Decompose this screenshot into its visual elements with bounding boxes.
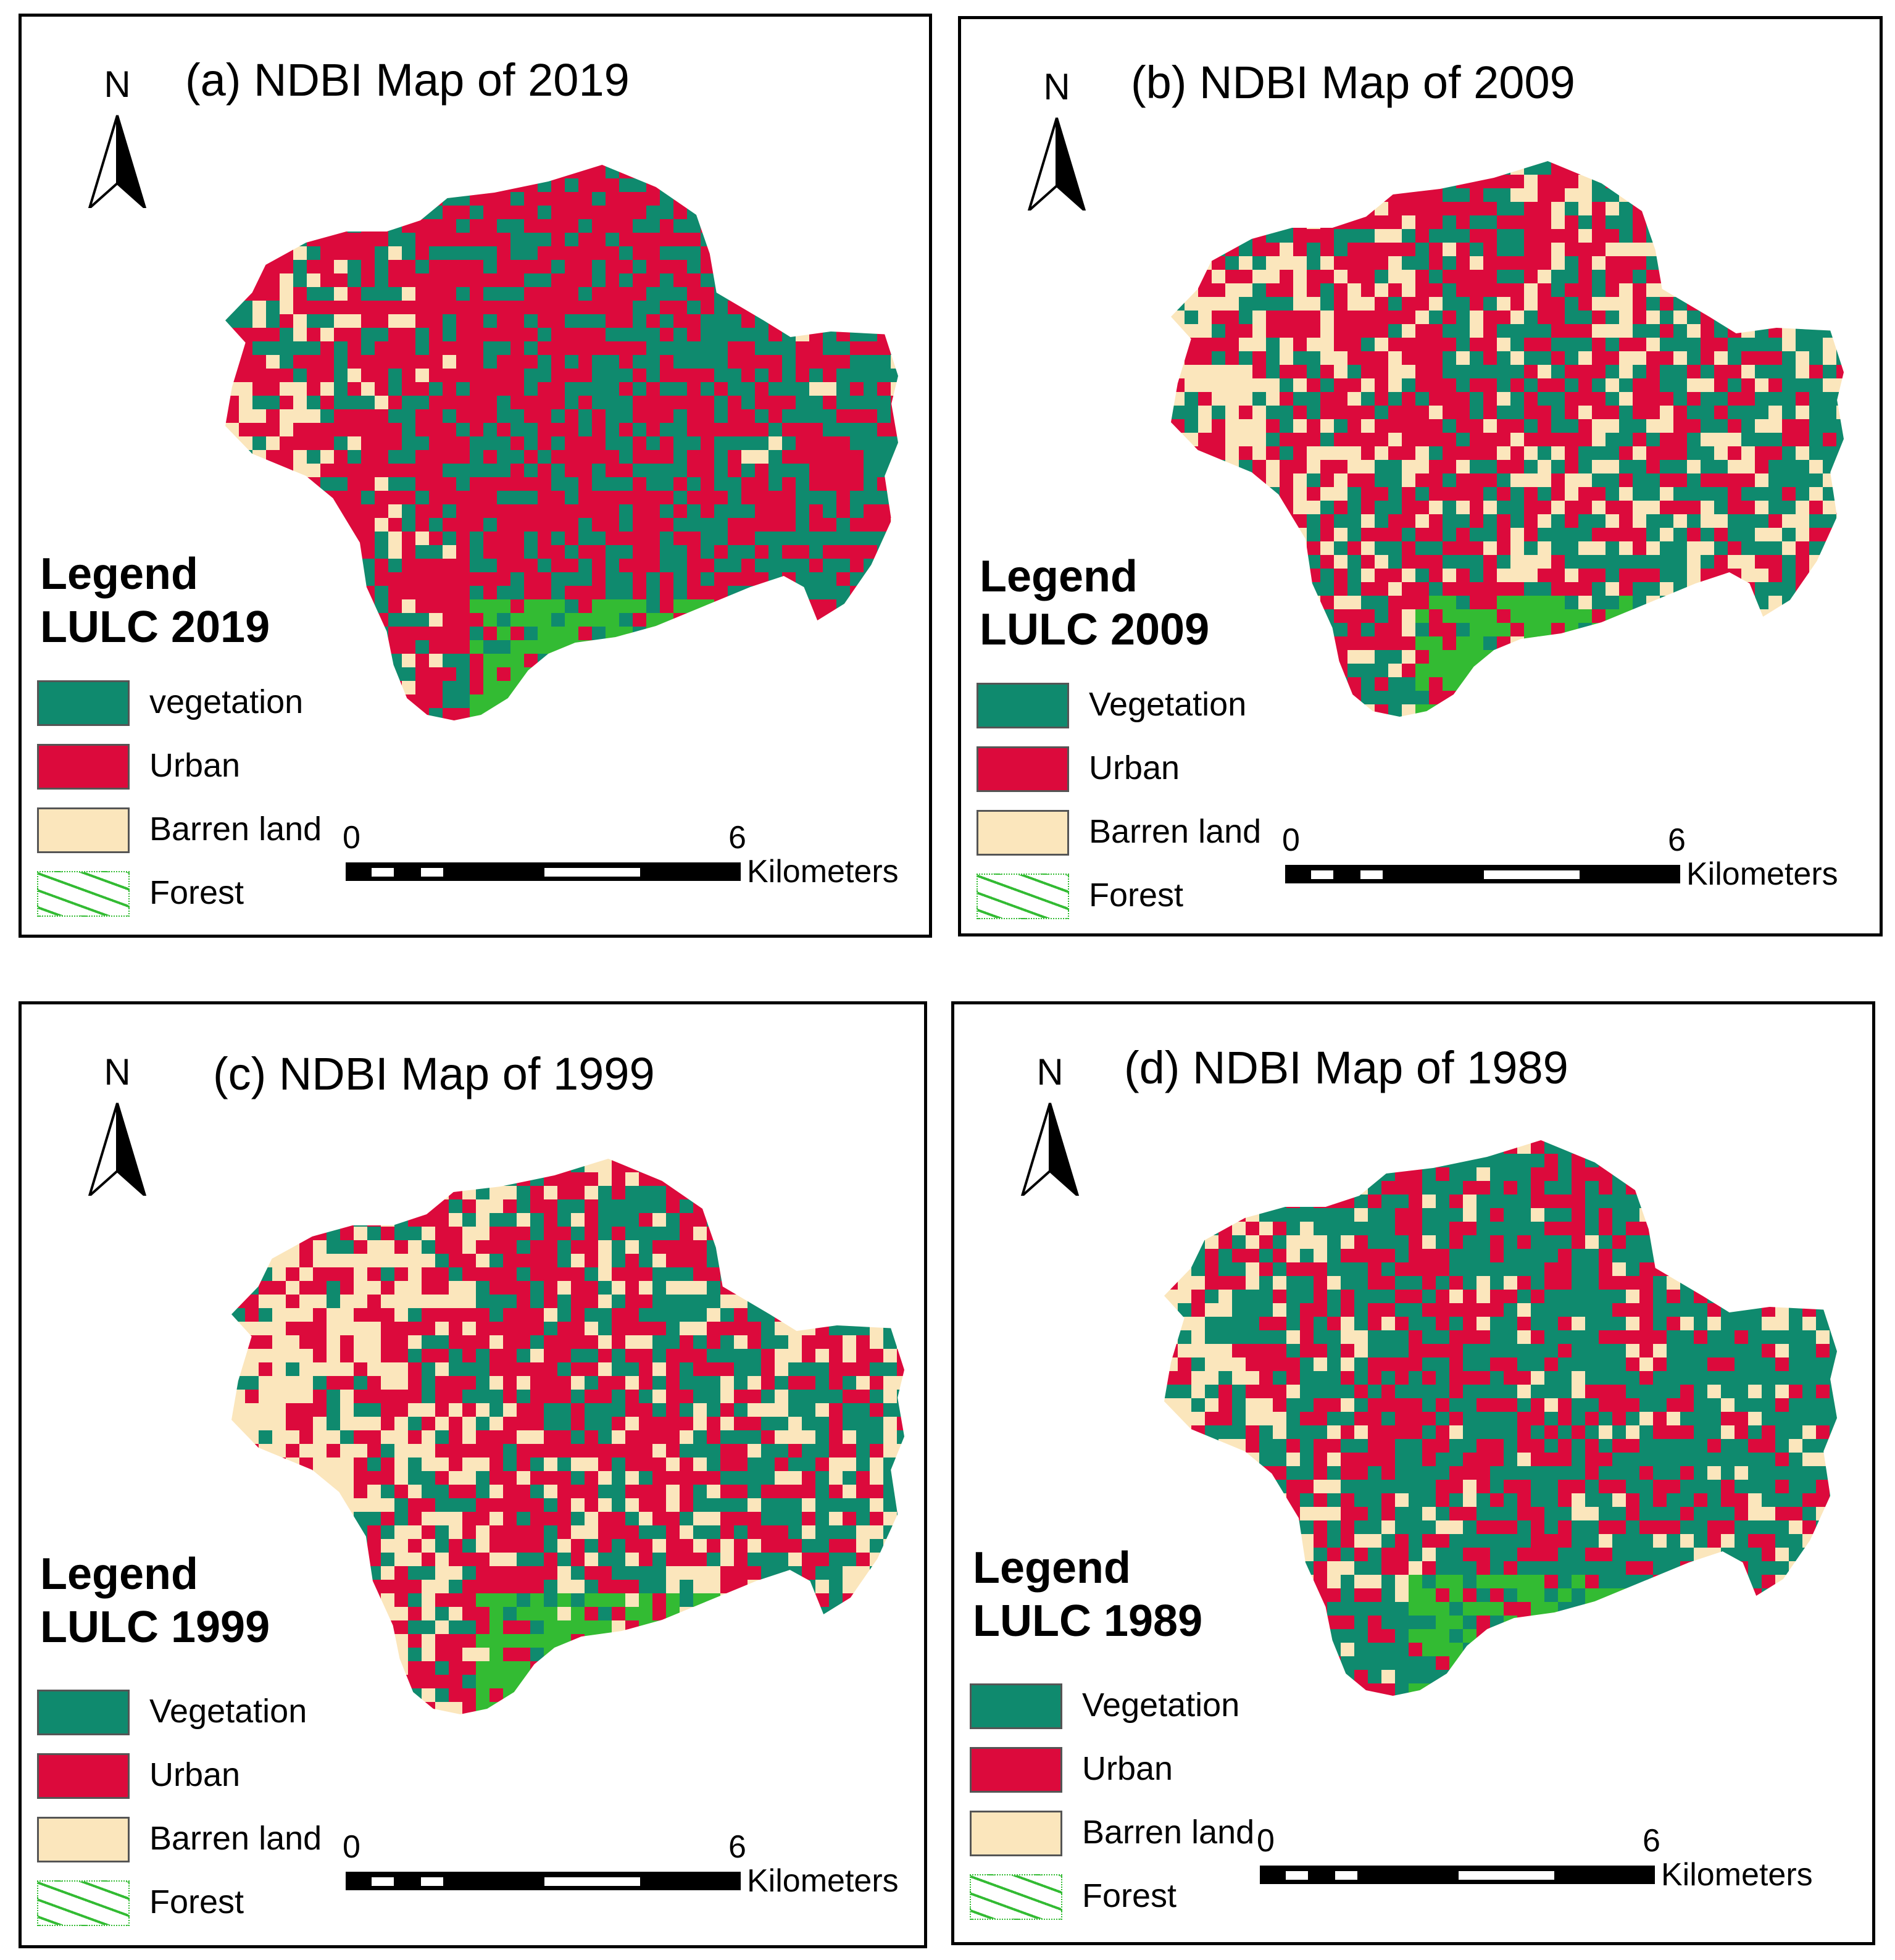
legend-label: Forest (149, 1883, 244, 1920)
legend-label: Barren land (1082, 1814, 1255, 1851)
legend-label: Vegetation (149, 1693, 307, 1730)
map-panel-d: (d) NDBI Map of 1989 N Legend LULC 1989 Ve… (951, 1001, 1875, 1945)
legend-swatch-urban (37, 744, 130, 790)
legend-swatch-vegetation (37, 680, 130, 726)
north-label: N (104, 64, 130, 105)
legend-label: Forest (1082, 1877, 1177, 1914)
scale-end-label: 6 (1668, 822, 1686, 858)
scale-start-label: 0 (343, 820, 360, 856)
legend-swatch-forest (970, 1874, 1062, 1920)
map-panel-a: (a) NDBI Map of 2019 N Legend LULC 2019 ve… (19, 14, 932, 938)
legend-heading: Legend LULC 1999 (40, 1548, 270, 1654)
north-arrow-icon: N (83, 60, 151, 212)
legend-label: Barren land (1089, 813, 1262, 850)
scale-unit-label: Kilometers (1686, 856, 1838, 892)
scale-bar (1260, 1862, 1655, 1890)
lulc-map (1171, 161, 1844, 717)
legend-swatch-urban (970, 1747, 1062, 1793)
legend-subtitle: LULC 2009 (980, 605, 1210, 654)
north-label: N (1036, 1051, 1063, 1093)
legend-swatch-forest (977, 874, 1069, 919)
legend-label: Barren land (149, 811, 322, 848)
legend-swatch-barren (977, 810, 1069, 856)
map-title: (c) NDBI Map of 1999 (213, 1048, 655, 1099)
legend-label: Urban (149, 1756, 241, 1793)
scale-unit-label: Kilometers (747, 1863, 899, 1899)
legend-heading: Legend LULC 2019 (40, 548, 270, 654)
north-label: N (104, 1051, 130, 1093)
legend-swatch-urban (37, 1753, 130, 1799)
legend-label: Urban (1089, 749, 1180, 786)
legend-title: Legend (973, 1543, 1131, 1593)
legend-swatch-urban (977, 746, 1069, 792)
legend-label: Vegetation (1089, 686, 1247, 723)
legend-swatch-vegetation (970, 1683, 1062, 1729)
legend-subtitle: LULC 1999 (40, 1603, 270, 1652)
lulc-map (1164, 1140, 1837, 1696)
scale-bar (346, 1869, 741, 1896)
scale-start-label: 0 (343, 1829, 360, 1865)
scale-bar (346, 859, 741, 887)
lulc-map (231, 1159, 904, 1714)
legend-title: Legend (40, 549, 199, 599)
legend-title: Legend (980, 552, 1138, 601)
legend-label: Barren land (149, 1820, 322, 1857)
legend-swatch-barren (37, 807, 130, 853)
scale-unit-label: Kilometers (747, 854, 899, 890)
map-panel-c: (c) NDBI Map of 1999 N Legend LULC 1999 Ve… (19, 1001, 927, 1948)
legend-title: Legend (40, 1549, 199, 1599)
north-label: N (1043, 66, 1070, 107)
legend-label: Urban (1082, 1750, 1173, 1787)
north-arrow-icon: N (83, 1048, 151, 1200)
north-arrow-icon: N (1016, 1048, 1084, 1200)
legend-swatch-vegetation (37, 1690, 130, 1735)
legend-label: Forest (149, 874, 244, 911)
legend-swatch-vegetation (977, 683, 1069, 728)
legend-label: vegetation (149, 683, 304, 720)
scale-start-label: 0 (1282, 822, 1300, 858)
map-panel-b: (b) NDBI Map of 2009 N Legend LULC 2009 Ve… (958, 16, 1883, 936)
legend-label: Vegetation (1082, 1687, 1240, 1724)
scale-start-label: 0 (1257, 1823, 1275, 1859)
legend-label: Urban (149, 747, 241, 784)
map-title: (a) NDBI Map of 2019 (185, 54, 630, 106)
legend-heading: Legend LULC 2009 (980, 550, 1209, 656)
scale-unit-label: Kilometers (1661, 1857, 1813, 1893)
map-title: (d) NDBI Map of 1989 (1124, 1042, 1568, 1093)
scale-end-label: 6 (728, 820, 746, 856)
north-arrow-icon: N (1023, 62, 1091, 215)
legend-subtitle: LULC 1989 (973, 1596, 1203, 1646)
lulc-map (225, 165, 898, 720)
scale-bar (1285, 862, 1680, 890)
scale-end-label: 6 (1643, 1823, 1660, 1859)
legend-swatch-barren (37, 1817, 130, 1862)
legend-swatch-forest (37, 871, 130, 917)
legend-heading: Legend LULC 1989 (973, 1541, 1202, 1648)
map-title: (b) NDBI Map of 2009 (1131, 57, 1575, 108)
legend-swatch-forest (37, 1880, 130, 1926)
scale-end-label: 6 (728, 1829, 746, 1865)
legend-swatch-barren (970, 1811, 1062, 1856)
legend-label: Forest (1089, 877, 1184, 914)
legend-subtitle: LULC 2019 (40, 603, 270, 652)
